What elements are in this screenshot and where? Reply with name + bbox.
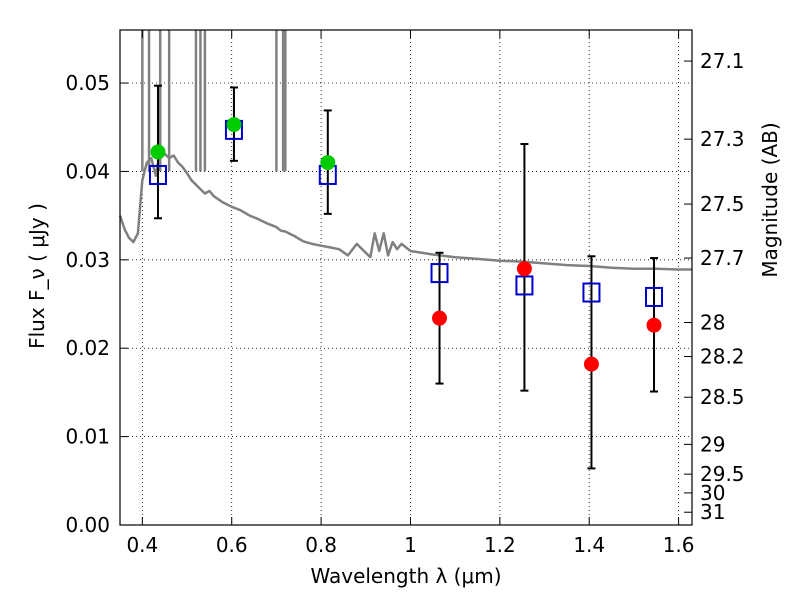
tick-layer <box>120 30 692 526</box>
y2-axis-label: Magnitude (AB) <box>758 122 782 277</box>
errorbar-layer <box>153 84 659 470</box>
y-tick-label: 0.05 <box>65 71 110 95</box>
y2-tick-label: 30 <box>700 481 725 505</box>
model-photometry-square <box>430 263 449 284</box>
y2-tick-label: 28 <box>700 310 725 334</box>
y-tick-label: 0.02 <box>65 336 110 360</box>
x-tick-label: 0.4 <box>126 533 158 557</box>
observed-photometry-point <box>150 144 166 160</box>
model-photometry-square <box>515 275 534 296</box>
model-spectrum-line <box>118 148 692 271</box>
model-photometry-square <box>645 286 664 307</box>
x-tick-label: 1.4 <box>573 533 605 557</box>
observed-photometry-point <box>320 155 336 171</box>
y2-tick-label: 28.5 <box>700 385 745 409</box>
observed-photometry-point <box>432 310 448 326</box>
y-tick-label: 0.04 <box>65 159 110 183</box>
observed-photometry-layer <box>150 117 662 372</box>
y2-tick-label: 31 <box>700 500 725 524</box>
plot-frame <box>119 29 693 526</box>
model-photometry-square <box>148 164 167 185</box>
x-tick-label: 0.6 <box>216 533 248 557</box>
x-tick-label: 1.2 <box>484 533 516 557</box>
x-axis-label: Wavelength λ (μm) <box>310 564 501 588</box>
x-tick-label: 1.6 <box>663 533 695 557</box>
tick-label-layer: 0.4 0.6 0.8 1 1.2 1.4 1.6 0.00 0.01 0.02 0.03 0.04 0… <box>65 49 744 557</box>
y-axis-label: Flux F_ν ( μJy ) <box>25 203 49 349</box>
y2-tick-label: 29.5 <box>700 462 745 486</box>
y-tick-label: 0.03 <box>65 248 110 272</box>
x-tick-label: 1 <box>404 533 417 557</box>
model-photometry-layer <box>148 119 664 307</box>
observed-photometry-point <box>583 356 599 372</box>
observed-photometry-point <box>226 117 242 133</box>
grid-layer <box>120 30 692 525</box>
y2-tick-label: 29 <box>700 432 725 456</box>
y2-tick-label: 27.1 <box>700 49 745 73</box>
spectrum-layer <box>118 30 692 271</box>
model-photometry-square <box>582 282 601 303</box>
observed-photometry-point <box>646 317 662 333</box>
y2-tick-label: 27.5 <box>700 192 745 216</box>
y-tick-label: 0.00 <box>65 513 110 537</box>
y-tick-label: 0.01 <box>65 425 110 449</box>
y2-tick-label: 28.2 <box>700 345 745 369</box>
x-tick-label: 0.8 <box>305 533 337 557</box>
y2-tick-label: 27.7 <box>700 246 745 270</box>
observed-photometry-point <box>516 261 532 277</box>
y2-tick-label: 27.3 <box>700 127 745 151</box>
